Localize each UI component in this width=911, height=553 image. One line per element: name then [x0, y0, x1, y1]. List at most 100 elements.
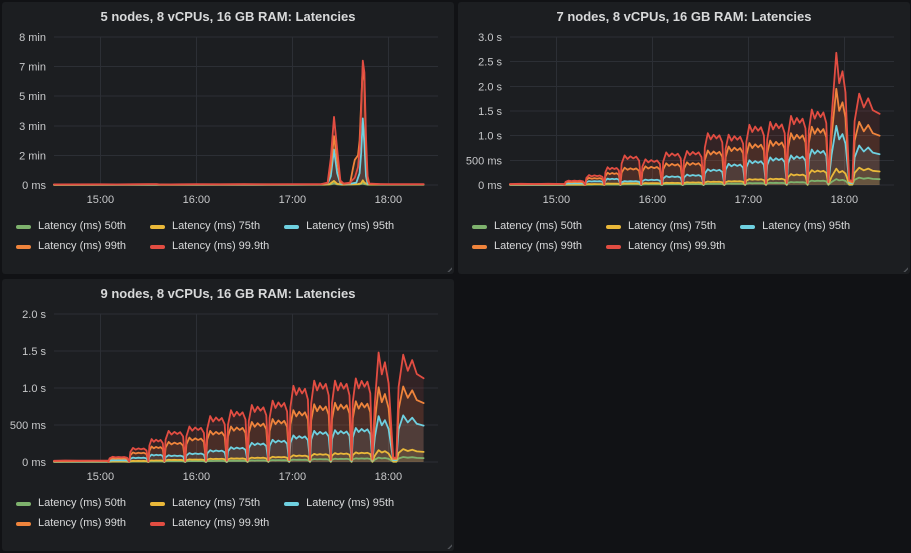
legend-item[interactable]: Latency (ms) 50th — [16, 217, 126, 236]
y-axis-tick-label: 1.0 s — [22, 383, 46, 395]
series-fill — [510, 177, 880, 185]
chart-legend: Latency (ms) 50th Latency (ms) 75th Latenc… — [16, 494, 444, 533]
series-line — [53, 59, 425, 186]
panel-title[interactable]: 5 nodes, 8 vCPUs, 16 GB RAM: Latencies — [100, 9, 356, 24]
y-axis-tick-label: 1.5 s — [478, 106, 502, 118]
latency-chart-canvas[interactable]: 0 ms 500 ms 1.0 s 1.5 s 2.0 s 15:00 16:00 17:00… — [2, 304, 450, 492]
panel-resize-handle[interactable] — [443, 263, 452, 272]
series-line — [509, 51, 881, 186]
legend-series-swatch-icon — [284, 224, 300, 229]
legend-series-swatch-icon — [16, 224, 31, 229]
panel-5-nodes-latencies: 5 nodes, 8 vCPUs, 16 GB RAM: Latencies 0… — [2, 2, 454, 274]
y-axis-tick-label: 5 min — [19, 91, 46, 103]
legend-series-label: Latency (ms) 75th — [172, 220, 261, 232]
legend-item[interactable]: Latency (ms) 99th — [16, 514, 126, 533]
y-axis-tick-label: 1.5 s — [22, 346, 46, 358]
x-axis-tick-label: 16:00 — [183, 471, 211, 483]
y-axis-tick-label: 0 ms — [478, 180, 502, 192]
legend-series-label: Latency (ms) 99.9th — [172, 517, 270, 529]
legend-series-label: Latency (ms) 75th — [628, 220, 717, 232]
legend-series-swatch-icon — [150, 521, 166, 526]
y-axis-tick-label: 2.0 s — [22, 309, 46, 321]
x-axis-tick-label: 15:00 — [543, 194, 571, 206]
legend-item[interactable]: Latency (ms) 95th — [740, 217, 850, 236]
legend-series-swatch-icon — [150, 501, 166, 506]
legend-item[interactable]: Latency (ms) 99.9th — [150, 514, 269, 533]
legend-item[interactable]: Latency (ms) 99th — [16, 237, 126, 256]
series-fill — [54, 60, 424, 186]
legend-series-label: Latency (ms) 50th — [38, 497, 127, 509]
x-axis-tick-label: 17:00 — [735, 194, 763, 206]
legend-series-swatch-icon — [150, 244, 166, 249]
panel-9-nodes-latencies: 9 nodes, 8 vCPUs, 16 GB RAM: Latencies 0… — [2, 279, 454, 551]
dashboard-empty-area — [458, 279, 910, 551]
legend-series-label: Latency (ms) 99.9th — [628, 240, 726, 252]
chart-legend: Latency (ms) 50th Latency (ms) 75th Latenc… — [16, 217, 444, 256]
legend-series-label: Latency (ms) 99th — [494, 240, 583, 252]
y-axis-tick-label: 0 ms — [22, 180, 46, 192]
y-axis-tick-label: 1.0 s — [478, 131, 502, 143]
legend-series-swatch-icon — [606, 244, 622, 249]
panel-title[interactable]: 9 nodes, 8 vCPUs, 16 GB RAM: Latencies — [100, 286, 356, 301]
series-fill — [510, 88, 880, 185]
x-axis-tick-label: 18:00 — [375, 194, 403, 206]
legend-series-label: Latency (ms) 95th — [762, 220, 851, 232]
legend-series-label: Latency (ms) 99th — [38, 240, 127, 252]
x-axis-tick-label: 18:00 — [375, 471, 403, 483]
legend-series-swatch-icon — [16, 501, 31, 506]
legend-item[interactable]: Latency (ms) 95th — [284, 494, 394, 513]
legend-series-label: Latency (ms) 50th — [38, 220, 127, 232]
y-axis-tick-label: 8 min — [19, 32, 46, 44]
legend-series-label: Latency (ms) 75th — [172, 497, 261, 509]
series-fill — [510, 52, 880, 185]
y-axis-tick-label: 500 ms — [466, 155, 503, 167]
y-axis-tick-label: 2 min — [19, 150, 46, 162]
x-axis-tick-label: 15:00 — [87, 471, 115, 483]
legend-series-label: Latency (ms) 99.9th — [172, 240, 270, 252]
legend-series-swatch-icon — [16, 521, 31, 526]
y-axis-tick-label: 3.0 s — [478, 32, 502, 44]
legend-series-swatch-icon — [472, 244, 487, 249]
y-axis-tick-label: 2.5 s — [478, 57, 502, 69]
legend-series-swatch-icon — [740, 224, 756, 229]
y-axis-tick-label: 2.0 s — [478, 81, 502, 93]
legend-series-swatch-icon — [284, 501, 300, 506]
legend-series-swatch-icon — [472, 224, 487, 229]
y-axis-tick-label: 3 min — [19, 121, 46, 133]
legend-item[interactable]: Latency (ms) 75th — [606, 217, 716, 236]
x-axis-tick-label: 16:00 — [183, 194, 211, 206]
y-axis-tick-label: 500 ms — [10, 420, 47, 432]
chart-area: 0 ms 2 min 3 min 5 min 7 min 8 min 15:00 16:00 1… — [2, 27, 454, 215]
y-axis-tick-label: 7 min — [19, 62, 46, 74]
legend-item[interactable]: Latency (ms) 99th — [472, 237, 582, 256]
chart-area: 0 ms 500 ms 1.0 s 1.5 s 2.0 s 2.5 s 3.0 s 15:00… — [458, 27, 910, 215]
legend-series-swatch-icon — [606, 224, 622, 229]
latency-chart-canvas[interactable]: 0 ms 500 ms 1.0 s 1.5 s 2.0 s 2.5 s 3.0 s 15:00… — [458, 27, 906, 215]
x-axis-tick-label: 17:00 — [279, 194, 307, 206]
legend-series-swatch-icon — [16, 244, 31, 249]
y-axis-tick-label: 0 ms — [22, 457, 46, 469]
chart-area: 0 ms 500 ms 1.0 s 1.5 s 2.0 s 15:00 16:00 17:00… — [2, 304, 454, 492]
legend-item[interactable]: Latency (ms) 75th — [150, 217, 260, 236]
series-line — [53, 351, 425, 463]
latency-chart-canvas[interactable]: 0 ms 2 min 3 min 5 min 7 min 8 min 15:00 16:00 1… — [2, 27, 450, 215]
x-axis-tick-label: 17:00 — [279, 471, 307, 483]
x-axis-tick-label: 18:00 — [831, 194, 859, 206]
panel-7-nodes-latencies: 7 nodes, 8 vCPUs, 16 GB RAM: Latencies 0… — [458, 2, 910, 274]
x-axis-tick-label: 15:00 — [87, 194, 115, 206]
legend-item[interactable]: Latency (ms) 50th — [16, 494, 126, 513]
legend-series-label: Latency (ms) 50th — [494, 220, 583, 232]
x-axis-tick-label: 16:00 — [639, 194, 667, 206]
legend-series-label: Latency (ms) 99th — [38, 517, 127, 529]
legend-item[interactable]: Latency (ms) 99.9th — [606, 237, 725, 256]
legend-item[interactable]: Latency (ms) 75th — [150, 494, 260, 513]
legend-series-label: Latency (ms) 95th — [306, 497, 395, 509]
panel-resize-handle[interactable] — [443, 540, 452, 549]
legend-item[interactable]: Latency (ms) 95th — [284, 217, 394, 236]
legend-item[interactable]: Latency (ms) 99.9th — [150, 237, 269, 256]
legend-item[interactable]: Latency (ms) 50th — [472, 217, 582, 236]
panel-title[interactable]: 7 nodes, 8 vCPUs, 16 GB RAM: Latencies — [556, 9, 812, 24]
legend-series-label: Latency (ms) 95th — [306, 220, 395, 232]
panel-resize-handle[interactable] — [899, 263, 908, 272]
